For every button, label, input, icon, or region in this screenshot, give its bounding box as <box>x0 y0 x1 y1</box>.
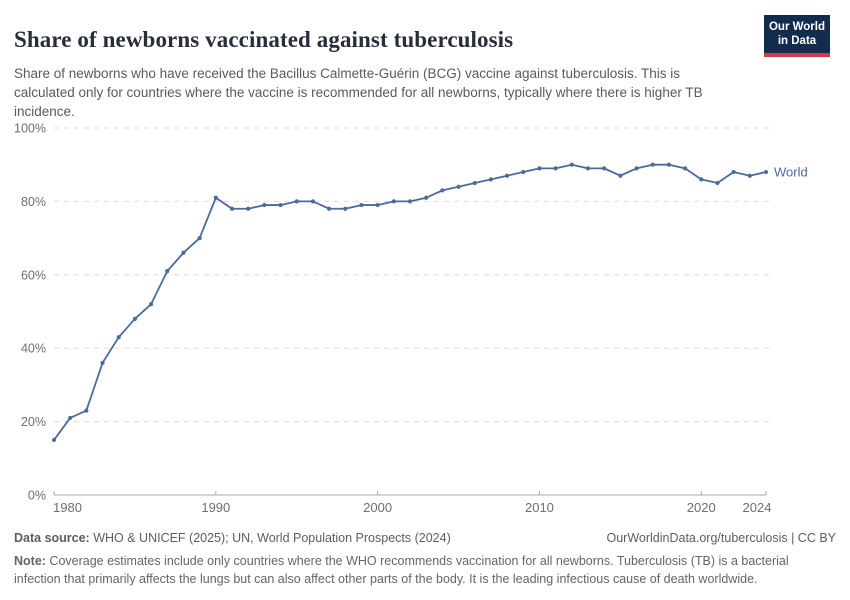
owid-logo[interactable]: Our World in Data <box>764 15 830 57</box>
data-point-1990[interactable] <box>213 195 218 200</box>
y-axis-label-80: 80% <box>21 195 46 209</box>
data-point-2010[interactable] <box>537 166 542 171</box>
data-point-2005[interactable] <box>456 184 461 189</box>
data-point-2002[interactable] <box>407 199 413 204</box>
footnote-label: Note: <box>14 554 46 568</box>
data-point-2023[interactable] <box>747 173 752 178</box>
owid-logo-line2: in Data <box>777 35 817 48</box>
data-point-2022[interactable] <box>731 169 736 175</box>
x-axis-label-2020: 2020 <box>687 500 716 515</box>
chart-footer: Data source: WHO & UNICEF (2025); UN, Wo… <box>14 531 836 588</box>
data-point-2000[interactable] <box>375 202 380 208</box>
data-point-2012[interactable] <box>569 162 574 167</box>
data-point-2017[interactable] <box>650 162 655 167</box>
data-point-1984[interactable] <box>116 335 121 340</box>
y-axis-label-60: 60% <box>21 268 46 282</box>
x-axis-label-2000: 2000 <box>363 500 392 515</box>
series-label-world[interactable]: World <box>774 165 808 180</box>
data-point-1980[interactable] <box>51 437 57 443</box>
data-point-2007[interactable] <box>488 177 494 182</box>
chart-subtitle: Share of newborns who have received the … <box>14 65 703 120</box>
x-axis-label-1980: 1980 <box>53 500 82 515</box>
data-point-2024[interactable] <box>763 169 769 175</box>
y-axis-label-100: 100% <box>14 122 46 136</box>
x-axis-label-2010: 2010 <box>525 500 554 515</box>
data-point-1993[interactable] <box>262 202 267 208</box>
data-point-2014[interactable] <box>602 166 607 171</box>
data-point-1982[interactable] <box>84 408 89 413</box>
data-point-1999[interactable] <box>359 202 364 208</box>
owid-url-link[interactable]: OurWorldinData.org/tuberculosis | CC BY <box>606 531 837 545</box>
data-point-2019[interactable] <box>682 166 688 171</box>
data-point-1983[interactable] <box>100 360 105 365</box>
source-row: Data source: WHO & UNICEF (2025); UN, Wo… <box>14 531 836 545</box>
data-point-1992[interactable] <box>246 206 251 211</box>
data-point-1986[interactable] <box>148 302 154 307</box>
data-point-2020[interactable] <box>699 177 704 182</box>
chart-title: Share of newborns vaccinated against tub… <box>14 27 514 53</box>
data-point-2008[interactable] <box>504 173 510 178</box>
data-point-2004[interactable] <box>440 188 445 193</box>
data-point-2021[interactable] <box>715 180 720 186</box>
x-axis-label-2024: 2024 <box>743 500 772 515</box>
data-point-2006[interactable] <box>472 180 477 186</box>
data-point-1989[interactable] <box>197 236 202 241</box>
footnote: Note: Coverage estimates include only co… <box>14 552 836 588</box>
data-point-2011[interactable] <box>553 166 558 171</box>
data-source-label: Data source: <box>14 531 90 545</box>
data-point-2009[interactable] <box>521 169 526 175</box>
y-axis-label-20: 20% <box>21 415 46 429</box>
data-point-2016[interactable] <box>634 166 639 171</box>
data-point-2013[interactable] <box>585 166 591 171</box>
data-point-1998[interactable] <box>343 206 348 211</box>
data-point-1987[interactable] <box>165 269 170 274</box>
footnote-text: Coverage estimates include only countrie… <box>14 554 789 587</box>
data-point-2015[interactable] <box>618 173 623 178</box>
data-source-text: Data source: WHO & UNICEF (2025); UN, Wo… <box>14 531 451 545</box>
data-point-1995[interactable] <box>294 199 299 204</box>
line-chart-plot[interactable]: 0% 20% 40% 60% 80% 100% 1980 1990 2000 2010 2020 20… <box>0 112 850 530</box>
data-point-2003[interactable] <box>424 195 429 200</box>
owid-logo-line1: Our World <box>768 21 825 33</box>
trend-line-world[interactable] <box>53 163 767 441</box>
data-point-1994[interactable] <box>278 202 283 208</box>
x-axis-label-1990: 1990 <box>201 500 230 515</box>
y-axis-label-0: 0% <box>28 489 46 503</box>
data-point-2018[interactable] <box>666 162 672 167</box>
data-point-1985[interactable] <box>132 316 138 321</box>
data-point-2001[interactable] <box>391 199 396 204</box>
data-point-1996[interactable] <box>310 199 316 204</box>
y-axis-label-40: 40% <box>21 342 46 356</box>
data-point-1997[interactable] <box>326 206 332 211</box>
data-point-1981[interactable] <box>68 415 73 421</box>
data-point-1988[interactable] <box>181 250 186 255</box>
data-point-1991[interactable] <box>229 206 235 211</box>
data-source-value: WHO & UNICEF (2025); UN, World Populatio… <box>89 531 451 545</box>
